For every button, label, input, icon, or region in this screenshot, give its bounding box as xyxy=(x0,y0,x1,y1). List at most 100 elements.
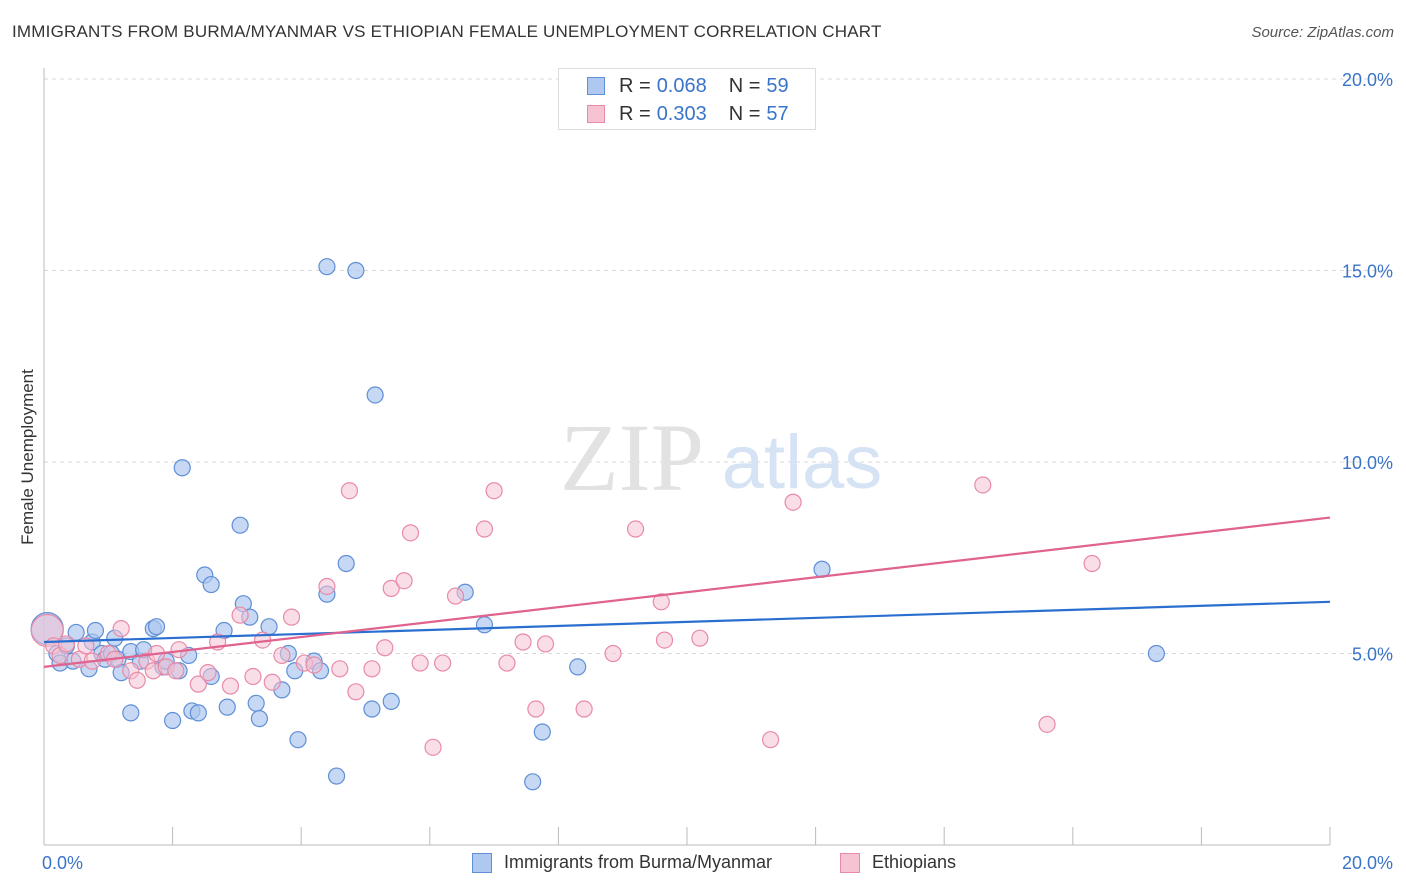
y-tick-label: 20.0% xyxy=(1342,70,1393,90)
burma-point xyxy=(337,554,355,573)
ethiopian-point xyxy=(128,671,146,689)
ethiopian-point xyxy=(282,608,301,626)
legend-n-value: 59 xyxy=(766,74,789,97)
ethiopian-point xyxy=(401,524,420,542)
bottom-legend: Immigrants from Burma/Myanmar Ethiopians xyxy=(0,852,1406,876)
ethiopian-point xyxy=(199,664,217,682)
burma-point xyxy=(318,258,336,276)
burma-point xyxy=(86,621,105,640)
burma-point xyxy=(289,731,307,749)
watermark-atlas: atlas xyxy=(722,420,883,505)
ethiopian-point xyxy=(1083,554,1101,573)
legend-swatch-blue xyxy=(587,77,605,95)
ethiopian-point xyxy=(434,654,452,672)
ethiopian-point xyxy=(382,579,400,597)
ethiopian-point xyxy=(112,620,130,638)
legend-r-label: R = xyxy=(619,74,651,97)
x-tick-label-min: 0.0% xyxy=(42,853,83,873)
ethiopian-point xyxy=(363,660,381,678)
legend-row-ethiopians: R = 0.303 N = 57 xyxy=(587,102,789,126)
legend-r-label: R = xyxy=(619,102,651,125)
ethiopian-point xyxy=(273,646,291,665)
legend-n-label: N = xyxy=(728,102,761,125)
ethiopian-point xyxy=(331,660,349,678)
burma-point xyxy=(173,459,191,477)
legend-swatch-pink xyxy=(840,852,860,873)
legend-item-label: Immigrants from Burma/Myanmar xyxy=(504,852,773,872)
burma-point xyxy=(569,658,587,676)
burma-point xyxy=(218,698,236,716)
series-burma-points xyxy=(30,258,1165,791)
ethiopian-point xyxy=(411,654,429,672)
ethiopian-point xyxy=(974,476,992,494)
legend-item-label: Ethiopians xyxy=(872,852,957,872)
legend-item-ethiopians[interactable]: Ethiopians xyxy=(840,852,956,873)
burma-point xyxy=(250,710,269,728)
burma-point xyxy=(231,516,249,534)
ethiopian-point xyxy=(244,667,262,686)
burma-point xyxy=(475,616,494,634)
ethiopian-point xyxy=(347,683,365,701)
ethiopian-point xyxy=(575,700,593,718)
legend-n-label: N = xyxy=(728,74,761,97)
ethiopian-point xyxy=(536,635,555,653)
ethiopian-point xyxy=(167,662,185,680)
burma-point xyxy=(147,618,166,636)
ethiopian-point xyxy=(424,738,442,756)
burma-point xyxy=(189,704,207,722)
legend-r-value: 0.303 xyxy=(656,102,707,125)
ethiopian-point xyxy=(446,587,465,605)
source-label: Source: ZipAtlas.com xyxy=(1251,24,1394,41)
ethiopian-point xyxy=(340,482,359,500)
y-axis-label: Female Unemployment xyxy=(18,369,37,545)
burma-point xyxy=(202,575,220,594)
ethiopian-point xyxy=(784,493,802,511)
ethiopian-point xyxy=(626,520,645,538)
ethiopian-trend-line xyxy=(43,516,1331,668)
ethiopian-point xyxy=(498,654,516,672)
legend-r-value: 0.068 xyxy=(656,74,707,97)
y-tick-label: 10.0% xyxy=(1342,453,1393,473)
x-tick-label-max: 20.0% xyxy=(1342,853,1393,873)
burma-point xyxy=(382,692,400,710)
trend-lines xyxy=(43,516,1331,668)
burma-point xyxy=(247,694,265,712)
burma-point xyxy=(327,767,346,785)
ethiopian-point xyxy=(221,677,240,695)
ethiopian-point xyxy=(189,675,207,693)
ethiopian-point xyxy=(527,700,545,718)
ethiopian-point xyxy=(305,656,323,674)
ethiopian-point xyxy=(485,482,503,500)
burma-point xyxy=(122,704,140,722)
stats-legend: R = 0.068 N = 59 R = 0.303 N = 57 xyxy=(558,68,816,130)
ethiopian-point xyxy=(655,631,674,649)
chart-title: IMMIGRANTS FROM BURMA/MYANMAR VS ETHIOPI… xyxy=(12,22,882,41)
ethiopian-point xyxy=(395,572,413,590)
ethiopian-point xyxy=(691,629,709,647)
legend-swatch-blue xyxy=(472,852,492,873)
legend-n-value: 57 xyxy=(766,102,789,125)
axes xyxy=(43,68,1331,846)
burma-point xyxy=(366,386,384,404)
watermark: ZIP atlas xyxy=(560,404,882,511)
ethiopian-point xyxy=(318,577,336,596)
burma-point xyxy=(164,711,182,730)
ethiopian-point xyxy=(604,644,622,663)
ethiopian-point xyxy=(231,606,249,624)
y-tick-label: 15.0% xyxy=(1342,262,1393,282)
watermark-zip: ZIP xyxy=(560,404,704,511)
burma-point xyxy=(1147,644,1165,663)
legend-item-burma[interactable]: Immigrants from Burma/Myanmar xyxy=(472,852,772,873)
ethiopian-point xyxy=(652,593,670,611)
ethiopian-point xyxy=(514,633,532,651)
series-ethiopians-points xyxy=(30,476,1101,756)
legend-row-burma: R = 0.068 N = 59 xyxy=(587,74,789,98)
burma-trend-line xyxy=(43,600,1331,644)
burma-point xyxy=(347,261,365,280)
ethiopian-point xyxy=(376,639,394,657)
ethiopian-point xyxy=(263,673,281,691)
burma-point xyxy=(533,723,551,741)
ethiopian-point xyxy=(1038,715,1056,733)
ethiopian-point xyxy=(475,520,494,538)
